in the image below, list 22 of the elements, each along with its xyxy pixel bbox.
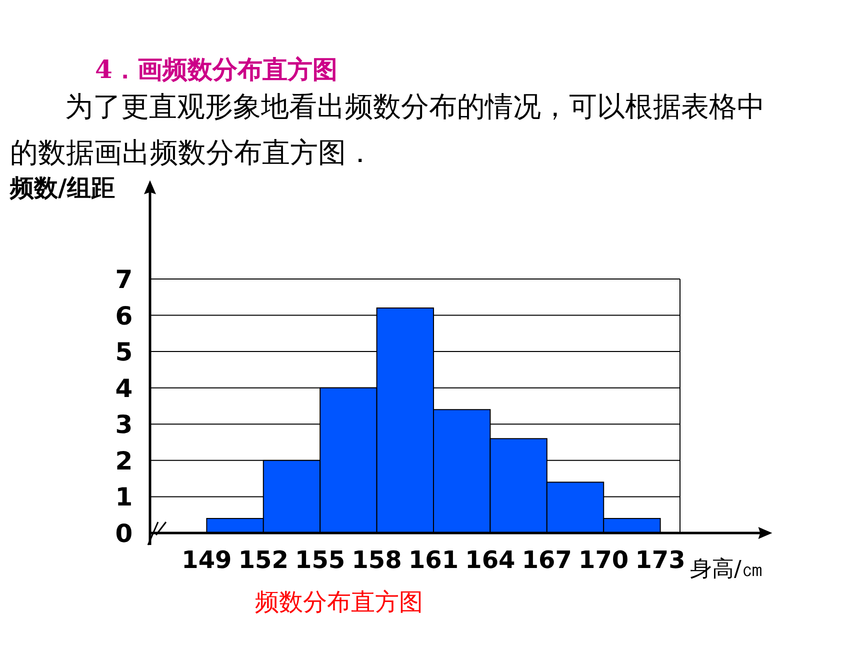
y-tick-label: 6 [115, 301, 133, 330]
y-tick-label: 3 [115, 410, 133, 440]
y-tick-label: 5 [115, 338, 133, 367]
chart-subtitle: 为了更直观形象地看出频数分布的情况，可以根据表格中的数据画出频数分布直方图． [10, 90, 765, 169]
y-axis-title: 频数/组距 [9, 174, 115, 202]
x-tick-label: 152 [238, 546, 288, 574]
x-tick-label: 155 [295, 546, 346, 574]
x-tick-label: 167 [522, 546, 572, 574]
x-tick-label: 170 [578, 546, 629, 574]
x-tick-label: 173 [635, 546, 686, 574]
x-tick-label: 158 [352, 546, 402, 574]
x-tick-label: 164 [465, 546, 516, 574]
x-tick-label: 161 [408, 546, 459, 574]
y-tick-label: 0 [115, 519, 133, 548]
x-axis-title: 身高/㎝ [690, 557, 764, 582]
chart-title: 4．画频数分布直方图 [95, 55, 338, 84]
y-tick-label: 2 [115, 446, 133, 476]
text: 频数分布直方图 [255, 588, 423, 616]
x-tick-label: 149 [182, 546, 232, 574]
y-tick-label: 7 [115, 264, 133, 294]
y-tick-label: 4 [115, 374, 133, 403]
y-tick-label: 1 [115, 482, 133, 512]
